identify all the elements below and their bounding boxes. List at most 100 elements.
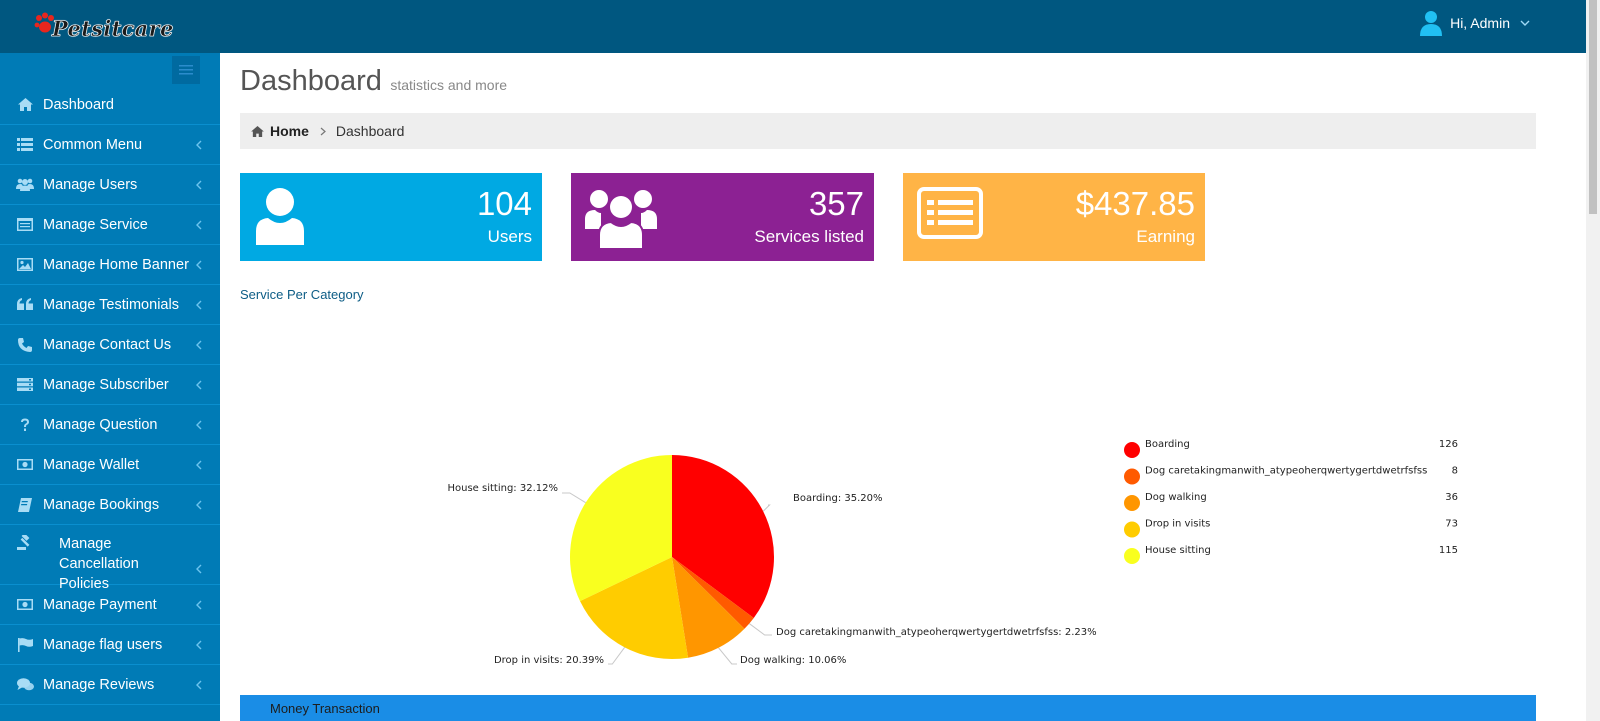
money-icon: [16, 457, 34, 473]
pie-slice-drop-in-visits[interactable]: [580, 557, 689, 659]
users-count: 104: [476, 185, 532, 222]
pie-slice-label: Drop in visits: 20.39%: [494, 655, 604, 666]
user-menu[interactable]: Hi, Admin: [1420, 8, 1530, 38]
chevron-left-icon: [196, 300, 202, 309]
image-icon: [16, 257, 34, 273]
page-subtitle: statistics and more: [390, 77, 508, 93]
sidebar-item-manage-payment[interactable]: Manage Payment: [0, 585, 220, 625]
legend-swatch: [1124, 548, 1140, 564]
chevron-left-icon: [196, 380, 202, 389]
money-transaction-title: Money Transaction: [270, 701, 380, 716]
services-count: 357: [808, 185, 864, 222]
services-label: Services listed: [754, 227, 864, 246]
chevron-left-icon: [196, 640, 202, 649]
phone-icon: [16, 337, 34, 353]
service-per-category-title: Service Per Category: [240, 287, 364, 302]
chevron-left-icon: [196, 680, 202, 689]
earning-label: Earning: [1136, 227, 1195, 246]
chevron-left-icon: [196, 180, 202, 189]
sidebar-item-manage-users[interactable]: Manage Users: [0, 165, 220, 205]
legend-swatch: [1124, 521, 1140, 538]
page-title: Dashboard statistics and more: [240, 65, 507, 98]
legend-value: 73: [1445, 519, 1458, 530]
sidebar-item-manage-question[interactable]: Manage Question: [0, 405, 220, 445]
chevron-left-icon: [196, 340, 202, 349]
users-label: Users: [487, 227, 532, 246]
chevron-left-icon: [196, 260, 202, 269]
service-category-pie-chart: Boarding: 35.20% Dog caretakingmanwith_at…: [240, 311, 1536, 691]
chevron-left-icon: [196, 420, 202, 429]
pie-slice-boarding[interactable]: [672, 455, 775, 618]
legend-value: 8: [1452, 466, 1458, 477]
question-icon: [16, 417, 34, 433]
pie-slice-dog-caretakingmanwith-atypeohe[interactable]: [672, 557, 754, 629]
quote-icon: [16, 297, 34, 313]
sidebar-item-manage-contact-us[interactable]: Manage Contact Us: [0, 325, 220, 365]
users-icon: [16, 177, 34, 193]
legend-value: 36: [1445, 492, 1458, 503]
chevron-left-icon: [196, 564, 202, 574]
window-icon: [16, 217, 34, 233]
group-icon: [585, 190, 657, 249]
flag-icon: [16, 637, 34, 653]
list-icon: [16, 137, 34, 153]
sidebar-item-manage-reviews[interactable]: Manage Reviews: [0, 665, 220, 705]
legend-swatch: [1124, 495, 1140, 511]
pie-chart-svg: Boarding: 35.20% Dog caretakingmanwith_at…: [448, 439, 1459, 666]
breadcrumb: Home Dashboard: [240, 113, 1536, 149]
home-icon: [16, 97, 34, 113]
earning-amount: $437.85: [1075, 185, 1195, 222]
brand-name: Petsitcare: [52, 16, 174, 42]
pie-leader-line: [762, 504, 771, 512]
pie-slice-label: Boarding: 35.20%: [793, 493, 883, 504]
sidebar-item-common-menu[interactable]: Common Menu: [0, 125, 220, 165]
legend-label: House sitting: [1145, 545, 1211, 556]
chevron-left-icon: [196, 600, 202, 609]
page-scrollbar[interactable]: [1586, 0, 1600, 721]
legend-value: 126: [1439, 439, 1458, 450]
sidebar-toggle-button[interactable]: [172, 56, 200, 84]
sidebar-item-dashboard[interactable]: Dashboard: [0, 85, 220, 125]
sidebar-item-manage-cancellation-policies[interactable]: Manage Cancellation Policies: [0, 525, 220, 592]
scrollbar-thumb[interactable]: [1589, 0, 1597, 214]
chevron-left-icon: [196, 500, 202, 509]
pie-leader-line: [718, 647, 737, 665]
sidebar-item-manage-bookings[interactable]: Manage Bookings: [0, 485, 220, 525]
user-icon: [256, 188, 304, 245]
breadcrumb-home-link[interactable]: Home: [251, 123, 309, 139]
pie-slice-label: Dog caretakingmanwith_atypeoherqwertyger…: [776, 627, 1097, 638]
server-icon: [16, 377, 34, 393]
sidebar-item-manage-home-banner[interactable]: Manage Home Banner: [0, 245, 220, 285]
chevron-left-icon: [196, 140, 202, 149]
users-stat-card[interactable]: 104 Users: [240, 173, 542, 261]
gavel-icon: [16, 534, 34, 550]
brand-logo[interactable]: Petsitcare: [34, 10, 184, 44]
legend-swatch: [1124, 442, 1140, 458]
pie-leader-line: [608, 647, 626, 665]
sidebar-item-manage-wallet[interactable]: Manage Wallet: [0, 445, 220, 485]
comments-icon: [16, 677, 34, 693]
pie-slice-dog-walking[interactable]: [672, 557, 745, 658]
home-icon: [251, 125, 264, 137]
sidebar-item-manage-subscriber[interactable]: Manage Subscriber: [0, 365, 220, 405]
services-stat-card[interactable]: 357 Services listed: [571, 173, 874, 261]
pie-leader-line: [562, 492, 586, 504]
sidebar-item-manage-service[interactable]: Manage Service: [0, 205, 220, 245]
sidebar-item-manage-testimonials[interactable]: Manage Testimonials: [0, 285, 220, 325]
sidebar-menu: Dashboard Common Menu Manage Users Manag…: [0, 85, 220, 705]
money-transaction-panel-header[interactable]: Money Transaction: [240, 695, 1536, 721]
sidebar: Dashboard Common Menu Manage Users Manag…: [0, 53, 220, 721]
breadcrumb-current: Dashboard: [335, 123, 405, 139]
legend-label: Dog caretakingmanwith_atypeoherqwertyger…: [1145, 466, 1427, 477]
legend-swatch: [1124, 468, 1140, 485]
list-alt-icon: [917, 187, 983, 239]
chevron-left-icon: [196, 460, 202, 469]
pie-slice-house-sitting[interactable]: [570, 454, 672, 602]
chevron-left-icon: [196, 220, 202, 229]
chevron-down-icon: [1520, 20, 1530, 26]
legend-label: Dog walking: [1145, 492, 1207, 503]
money-icon: [16, 597, 34, 613]
sidebar-item-manage-flag-users[interactable]: Manage flag users: [0, 625, 220, 665]
earning-stat-card[interactable]: $437.85 Earning: [903, 173, 1205, 261]
pie-slice-label: Dog walking: 10.06%: [740, 655, 846, 666]
